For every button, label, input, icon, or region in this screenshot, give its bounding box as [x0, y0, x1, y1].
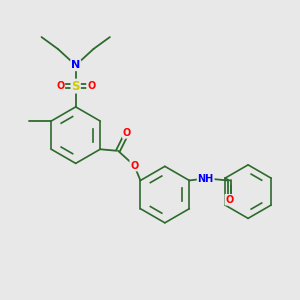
Text: O: O [225, 195, 234, 205]
Text: S: S [71, 80, 80, 93]
Text: O: O [56, 81, 64, 91]
Text: O: O [130, 160, 139, 171]
Text: NH: NH [197, 174, 214, 184]
Text: O: O [87, 81, 95, 91]
Text: N: N [71, 60, 80, 70]
Text: O: O [123, 128, 131, 138]
